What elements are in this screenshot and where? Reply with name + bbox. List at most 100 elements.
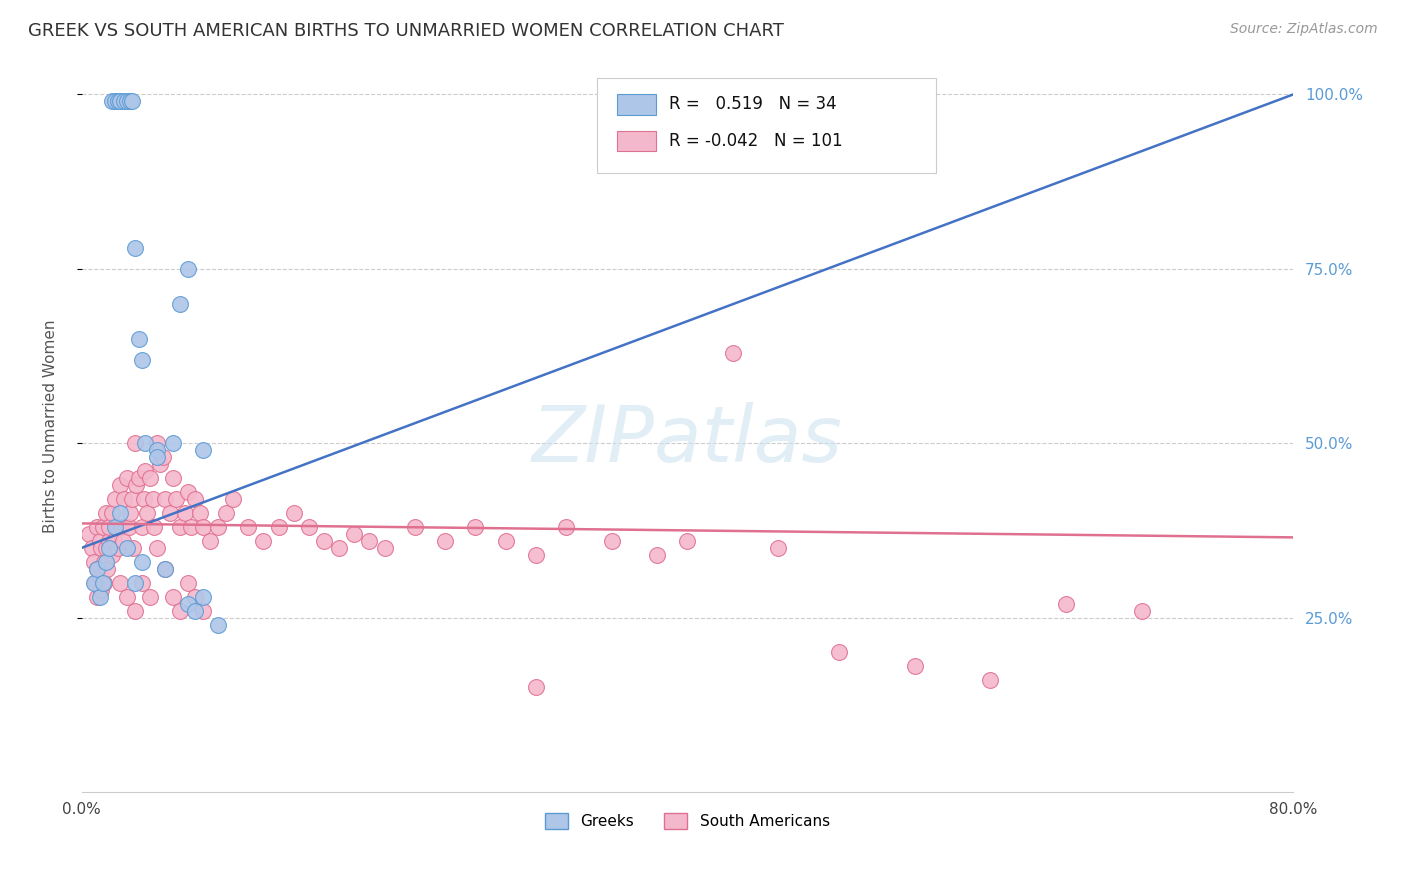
Point (122, 541, 145, 555)
Point (177, 575, 200, 590)
Point (177, 597, 200, 611)
Point (184, 590, 207, 604)
Point (107, 95, 129, 109)
Point (115, 590, 138, 604)
Point (124, 241, 146, 255)
Point (118, 520, 141, 534)
Point (177, 261, 200, 276)
Point (191, 604, 214, 618)
Point (828, 645, 851, 659)
Point (110, 520, 132, 534)
Point (169, 520, 191, 534)
Point (131, 352, 153, 367)
Point (86, 562, 108, 576)
Point (98, 533, 121, 548)
Point (108, 478, 131, 492)
Point (93, 555, 115, 569)
Point (105, 520, 128, 534)
Point (312, 533, 335, 548)
Point (115, 471, 138, 485)
Point (121, 491, 143, 506)
Point (86, 562, 108, 576)
Point (90, 541, 112, 555)
Point (1054, 597, 1077, 611)
Point (83, 575, 105, 590)
Point (495, 533, 517, 548)
Point (676, 533, 699, 548)
Point (115, 541, 138, 555)
Point (142, 491, 165, 506)
Point (104, 95, 127, 109)
Point (191, 443, 214, 458)
Point (79, 527, 101, 541)
Point (191, 590, 214, 604)
Point (131, 575, 153, 590)
Point (524, 548, 547, 562)
FancyBboxPatch shape (596, 78, 936, 173)
Point (153, 562, 176, 576)
Point (125, 478, 148, 492)
Point (721, 345, 744, 359)
Point (162, 590, 184, 604)
Point (214, 506, 236, 520)
Point (645, 548, 668, 562)
Point (374, 541, 396, 555)
Point (108, 575, 131, 590)
Point (159, 506, 181, 520)
Point (177, 485, 200, 500)
Point (146, 541, 169, 555)
Point (124, 436, 146, 450)
Point (96, 562, 118, 576)
Point (120, 95, 142, 109)
Point (108, 506, 131, 520)
Point (169, 296, 191, 310)
Point (267, 520, 290, 534)
Point (188, 506, 211, 520)
Point (200, 533, 222, 548)
Point (207, 520, 229, 534)
Point (128, 471, 150, 485)
Point (98, 520, 121, 534)
Point (146, 436, 169, 450)
Point (173, 506, 195, 520)
Point (162, 436, 184, 450)
Point (134, 436, 156, 450)
Point (86, 590, 108, 604)
Point (222, 491, 245, 506)
Point (149, 457, 172, 471)
Point (768, 541, 790, 555)
Point (979, 673, 1001, 688)
Point (124, 575, 146, 590)
Point (298, 520, 321, 534)
Point (128, 332, 150, 346)
Point (89, 568, 111, 582)
Point (108, 95, 131, 109)
Point (184, 604, 207, 618)
Point (434, 533, 457, 548)
Point (404, 520, 426, 534)
Point (135, 506, 157, 520)
Point (134, 464, 156, 478)
Point (903, 659, 925, 673)
Point (1130, 604, 1153, 618)
Point (180, 520, 202, 534)
Point (343, 527, 366, 541)
Point (107, 541, 129, 555)
Point (82, 541, 104, 555)
Point (283, 506, 305, 520)
Point (124, 604, 146, 618)
Text: R = -0.042   N = 101: R = -0.042 N = 101 (669, 132, 842, 150)
Point (101, 95, 124, 109)
Point (115, 95, 138, 109)
Point (165, 491, 187, 506)
Point (86, 520, 108, 534)
Point (94, 506, 117, 520)
Point (131, 520, 153, 534)
Point (89, 590, 111, 604)
Point (132, 491, 155, 506)
Point (112, 95, 135, 109)
Point (143, 520, 166, 534)
Text: R =   0.519   N = 34: R = 0.519 N = 34 (669, 95, 837, 113)
Point (94, 555, 117, 569)
Point (600, 533, 623, 548)
